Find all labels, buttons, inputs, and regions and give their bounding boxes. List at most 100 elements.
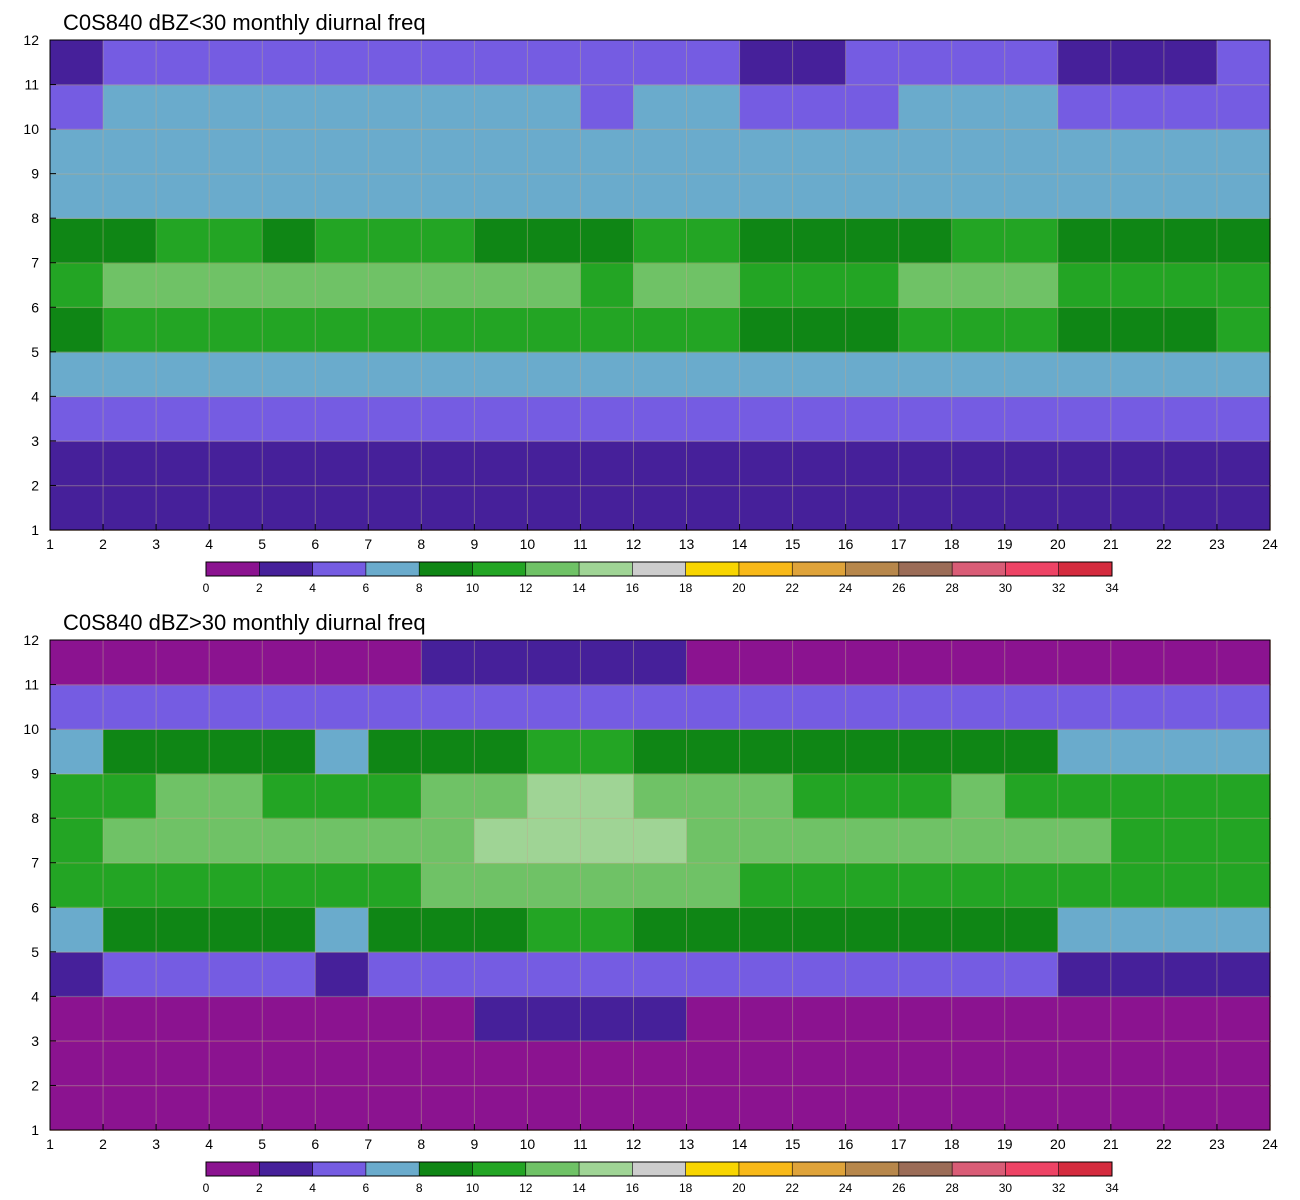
x-tick-label: 1 bbox=[46, 1136, 54, 1152]
contour-cell bbox=[1163, 307, 1218, 353]
contour-cell bbox=[1057, 996, 1112, 1042]
contour-cell bbox=[686, 485, 741, 531]
contour-cell bbox=[1163, 218, 1218, 264]
contour-cell bbox=[792, 639, 847, 686]
contour-cell bbox=[155, 639, 210, 686]
x-tick-label: 18 bbox=[944, 1136, 960, 1152]
colorbar-swatch bbox=[472, 562, 527, 576]
contour-cell bbox=[951, 128, 1006, 175]
contour-cell bbox=[898, 907, 953, 953]
contour-cell bbox=[155, 996, 210, 1042]
colorbar-swatch bbox=[419, 562, 473, 576]
contour-cell bbox=[315, 262, 370, 309]
contour-cell bbox=[261, 773, 316, 819]
contour-cell bbox=[1110, 307, 1165, 353]
contour-cell bbox=[261, 39, 316, 86]
contour-cell bbox=[792, 1085, 847, 1131]
plot-frame bbox=[49, 639, 1271, 1131]
contour-cell bbox=[474, 128, 529, 175]
contour-cell bbox=[739, 396, 794, 442]
contour-cell bbox=[792, 996, 847, 1042]
contour-cell bbox=[49, 684, 104, 730]
x-tick-label: 3 bbox=[152, 536, 160, 552]
contour-cell bbox=[951, 862, 1006, 909]
colorbar-label: 26 bbox=[892, 581, 906, 595]
contour-cell bbox=[368, 773, 423, 819]
contour-cell bbox=[1110, 951, 1165, 998]
contour-cell bbox=[739, 218, 794, 264]
contour-cell bbox=[261, 951, 316, 998]
contour-cell bbox=[686, 639, 741, 686]
contour-cell bbox=[474, 773, 529, 819]
contour-cell bbox=[1216, 728, 1271, 775]
x-tick-label: 15 bbox=[785, 536, 801, 552]
contour-cell bbox=[208, 262, 263, 309]
contour-cell bbox=[1216, 173, 1271, 219]
x-tick-label: 5 bbox=[258, 536, 266, 552]
contour-cell bbox=[155, 728, 210, 775]
contour-cell bbox=[898, 862, 953, 909]
contour-cell bbox=[421, 218, 476, 264]
contour-cell bbox=[580, 862, 635, 909]
contour-cell bbox=[1216, 307, 1271, 353]
contour-cell bbox=[951, 951, 1006, 998]
contour-cell bbox=[421, 307, 476, 353]
contour-cell bbox=[951, 39, 1006, 86]
colorbar-swatch bbox=[845, 1162, 900, 1176]
contour-cell bbox=[739, 684, 794, 730]
contour-cell bbox=[527, 307, 582, 353]
colorbar-label: 10 bbox=[466, 1181, 480, 1195]
x-tick-label: 17 bbox=[891, 1136, 907, 1152]
x-tick-label: 10 bbox=[520, 1136, 536, 1152]
contour-cell bbox=[1057, 485, 1112, 531]
y-tick-label: 4 bbox=[31, 388, 39, 404]
contour-cell bbox=[686, 773, 741, 819]
colorbar-swatch bbox=[685, 562, 740, 576]
colorbar-label: 30 bbox=[999, 581, 1013, 595]
y-tick-label: 1 bbox=[31, 522, 39, 538]
contour-cell bbox=[739, 862, 794, 909]
contour-cell bbox=[527, 996, 582, 1042]
contour-cell bbox=[792, 862, 847, 909]
contour-cell bbox=[633, 396, 688, 442]
contour-cell bbox=[527, 262, 582, 309]
contour-cell bbox=[1057, 951, 1112, 998]
y-tick-label: 11 bbox=[24, 677, 39, 693]
contour-cell bbox=[527, 84, 582, 130]
contour-cell bbox=[208, 351, 263, 398]
x-tick-label: 23 bbox=[1209, 536, 1225, 552]
contour-cell bbox=[1057, 1040, 1112, 1087]
contour-cell bbox=[845, 996, 900, 1042]
x-tick-label: 1 bbox=[46, 536, 54, 552]
contour-cell bbox=[845, 307, 900, 353]
contour-cell bbox=[792, 485, 847, 531]
colorbar-swatch bbox=[259, 1162, 314, 1176]
colorbar-label: 32 bbox=[1052, 581, 1066, 595]
contour-cell bbox=[1163, 1085, 1218, 1131]
colorbar-label: 0 bbox=[203, 1181, 210, 1195]
contour-cell bbox=[1216, 773, 1271, 819]
contour-cell bbox=[951, 728, 1006, 775]
contour-cell bbox=[315, 485, 370, 531]
contour-cell bbox=[739, 262, 794, 309]
contour-cell bbox=[792, 39, 847, 86]
contour-cell bbox=[739, 728, 794, 775]
contour-cell bbox=[633, 951, 688, 998]
contour-cell bbox=[951, 218, 1006, 264]
contour-cell bbox=[580, 396, 635, 442]
contour-cell bbox=[898, 440, 953, 487]
y-tick-label: 9 bbox=[31, 166, 39, 182]
contour-cell bbox=[1057, 396, 1112, 442]
y-tick-label: 5 bbox=[31, 944, 39, 960]
contour-cell bbox=[315, 396, 370, 442]
contour-cell bbox=[208, 907, 263, 953]
contour-cell bbox=[261, 1040, 316, 1087]
colorbar-swatch bbox=[632, 562, 687, 576]
contour-cell bbox=[792, 728, 847, 775]
contour-cell bbox=[898, 84, 953, 130]
contour-cell bbox=[474, 951, 529, 998]
contour-cell bbox=[633, 485, 688, 531]
contour-cell bbox=[49, 351, 104, 398]
colorbar-swatch bbox=[312, 1162, 367, 1176]
contour-cell bbox=[1216, 351, 1271, 398]
